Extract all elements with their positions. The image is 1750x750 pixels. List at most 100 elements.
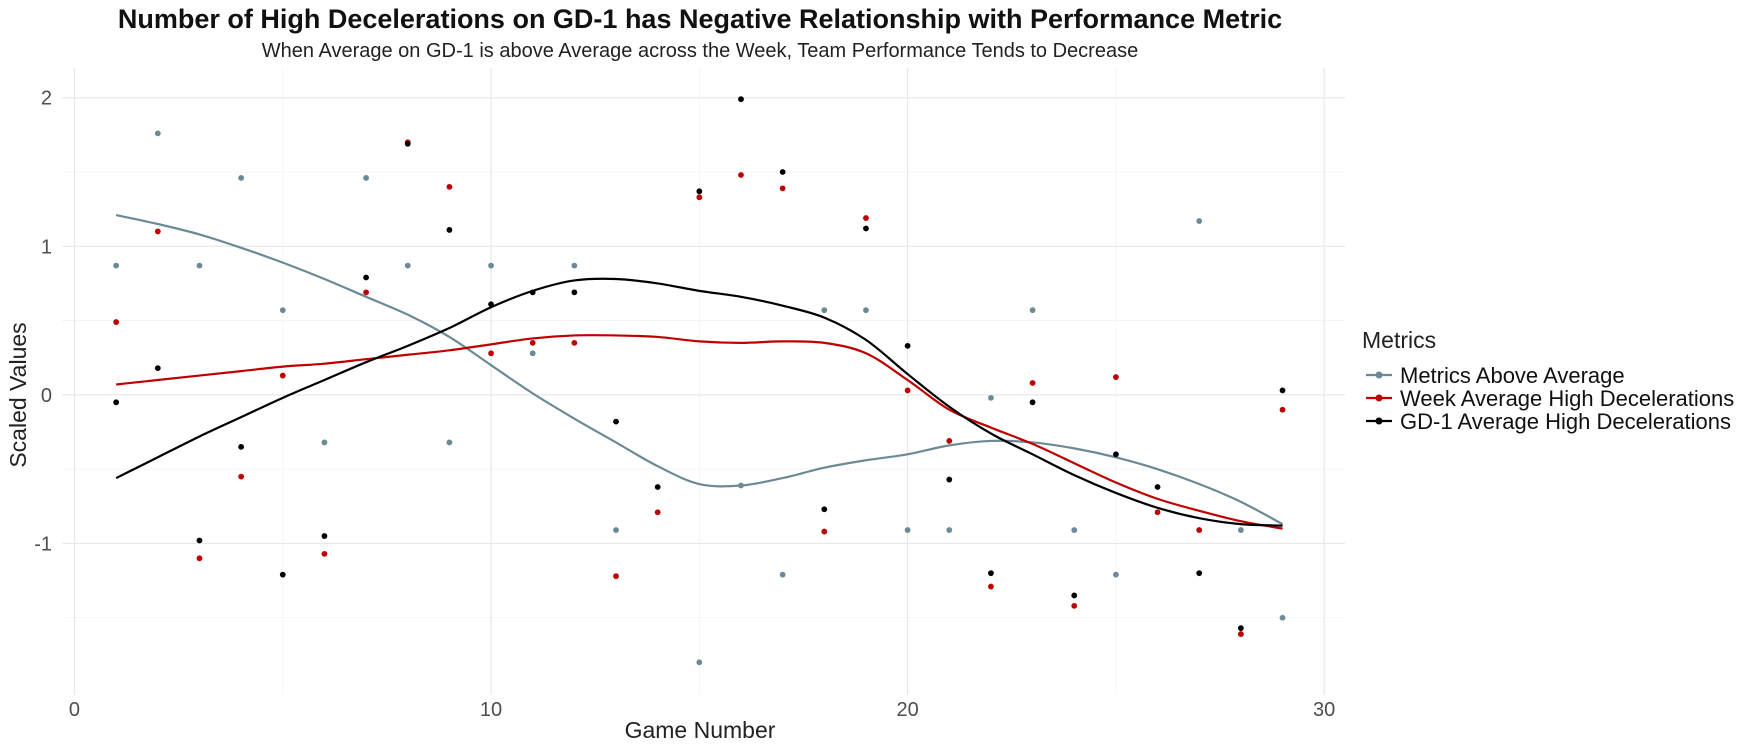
point-gd-1-average-high-decelerations [654, 484, 661, 490]
point-week-average-high-decelerations [1279, 406, 1286, 413]
point-gd-1-average-high-decelerations [821, 506, 828, 513]
legend-key-point [1375, 371, 1383, 379]
point-week-average-high-decelerations [529, 339, 536, 346]
point-week-average-high-decelerations [154, 228, 161, 235]
point-gd-1-average-high-decelerations [196, 537, 203, 544]
point-week-average-high-decelerations [238, 473, 245, 480]
x-tick-label: 0 [69, 699, 80, 721]
point-metrics-above-average [1237, 527, 1244, 533]
point-week-average-high-decelerations [696, 194, 703, 201]
point-gd-1-average-high-decelerations [446, 227, 453, 233]
legend-label: Metrics Above Average [1400, 363, 1625, 388]
smooth-line-week-average-high-decelerations [116, 334, 1283, 530]
point-metrics-above-average [1071, 527, 1078, 533]
point-metrics-above-average [238, 175, 245, 181]
legend-key-point [1375, 394, 1383, 402]
point-gd-1-average-high-decelerations [154, 365, 161, 372]
point-metrics-above-average [1196, 218, 1203, 224]
point-metrics-above-average [488, 262, 494, 269]
point-week-average-high-decelerations [196, 555, 203, 562]
point-week-average-high-decelerations [821, 528, 828, 535]
point-gd-1-average-high-decelerations [1154, 484, 1161, 490]
point-gd-1-average-high-decelerations [321, 533, 328, 539]
point-week-average-high-decelerations [738, 172, 744, 178]
point-gd-1-average-high-decelerations [613, 418, 619, 425]
point-metrics-above-average [113, 262, 120, 269]
point-metrics-above-average [946, 527, 953, 533]
point-metrics-above-average [779, 571, 786, 578]
point-week-average-high-decelerations [113, 319, 120, 325]
point-week-average-high-decelerations [279, 372, 286, 379]
point-gd-1-average-high-decelerations [1196, 570, 1203, 577]
point-week-average-high-decelerations [779, 185, 786, 192]
point-metrics-above-average [696, 659, 703, 666]
point-gd-1-average-high-decelerations [404, 140, 411, 147]
point-gd-1-average-high-decelerations [1071, 592, 1078, 599]
point-week-average-high-decelerations [863, 215, 869, 221]
point-week-average-high-decelerations [946, 438, 953, 444]
x-tick-label: 20 [896, 699, 918, 721]
x-tick-label: 10 [480, 699, 502, 721]
point-metrics-above-average [904, 527, 911, 533]
point-gd-1-average-high-decelerations [279, 571, 286, 578]
point-metrics-above-average [529, 350, 536, 357]
point-gd-1-average-high-decelerations [1112, 451, 1119, 458]
point-metrics-above-average [863, 307, 869, 314]
y-tick-label: 0 [41, 385, 52, 407]
point-gd-1-average-high-decelerations [1029, 399, 1036, 406]
point-week-average-high-decelerations [1112, 374, 1119, 380]
point-metrics-above-average [154, 130, 161, 137]
point-week-average-high-decelerations [904, 387, 911, 394]
x-axis-ticks: 0 10 20 30 [69, 699, 1335, 721]
point-week-average-high-decelerations [1071, 602, 1078, 609]
point-metrics-above-average [279, 307, 286, 314]
point-metrics-above-average [821, 307, 828, 314]
point-gd-1-average-high-decelerations [571, 289, 578, 296]
point-gd-1-average-high-decelerations [113, 399, 120, 406]
point-metrics-above-average [321, 439, 328, 446]
smooth-line-metrics-above-average [115, 214, 1284, 526]
x-tick-label: 30 [1313, 699, 1335, 721]
point-gd-1-average-high-decelerations [779, 169, 786, 175]
legend-key-point [1375, 417, 1383, 425]
point-week-average-high-decelerations [446, 183, 453, 190]
smooth-lines [115, 214, 1284, 530]
point-metrics-above-average [571, 262, 578, 269]
point-week-average-high-decelerations [1237, 631, 1244, 637]
point-metrics-above-average [738, 482, 744, 489]
point-week-average-high-decelerations [613, 573, 619, 580]
point-gd-1-average-high-decelerations [863, 225, 869, 232]
point-metrics-above-average [404, 262, 411, 269]
point-metrics-above-average [988, 394, 994, 401]
point-metrics-above-average [613, 527, 619, 533]
legend-label: Week Average High Decelerations [1400, 386, 1734, 411]
legend-title: Metrics [1362, 327, 1436, 353]
point-gd-1-average-high-decelerations [738, 96, 744, 103]
legend-item-gd-1-average-high-decelerations: GD-1 Average High Decelerations [1366, 409, 1731, 434]
point-metrics-above-average [1279, 614, 1286, 621]
chart-title: Number of High Decelerations on GD-1 has… [118, 4, 1282, 34]
y-axis-ticks: -1 0 1 2 [34, 88, 52, 556]
point-gd-1-average-high-decelerations [238, 443, 245, 450]
point-gd-1-average-high-decelerations [904, 342, 911, 349]
point-week-average-high-decelerations [1029, 380, 1036, 386]
point-week-average-high-decelerations [1196, 527, 1203, 533]
point-week-average-high-decelerations [488, 350, 494, 357]
point-gd-1-average-high-decelerations [363, 274, 369, 281]
point-week-average-high-decelerations [321, 550, 328, 557]
y-tick-label: 1 [41, 236, 52, 258]
data-points [113, 96, 1286, 666]
point-week-average-high-decelerations [654, 509, 661, 516]
point-week-average-high-decelerations [571, 339, 578, 346]
point-gd-1-average-high-decelerations [988, 570, 994, 577]
point-week-average-high-decelerations [1154, 509, 1161, 516]
chart-subtitle: When Average on GD-1 is above Average ac… [262, 40, 1138, 62]
x-axis-title: Game Number [625, 717, 776, 743]
point-gd-1-average-high-decelerations [946, 476, 953, 483]
y-axis-title: Scaled Values [5, 322, 31, 467]
legend-label: GD-1 Average High Decelerations [1400, 409, 1731, 434]
y-tick-label: 2 [41, 88, 52, 110]
point-gd-1-average-high-decelerations [1237, 625, 1244, 632]
